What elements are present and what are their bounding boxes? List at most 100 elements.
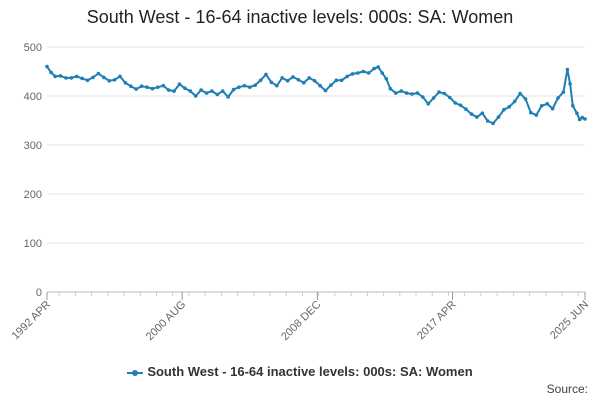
data-point[interactable] — [561, 90, 566, 94]
data-point[interactable] — [334, 78, 339, 83]
data-point[interactable] — [565, 67, 570, 72]
data-point[interactable] — [134, 87, 138, 91]
data-point[interactable] — [410, 92, 414, 96]
data-point[interactable] — [53, 74, 57, 79]
data-point[interactable] — [394, 91, 398, 95]
data-point[interactable] — [568, 82, 572, 86]
data-point[interactable] — [258, 78, 263, 83]
data-point[interactable] — [85, 78, 90, 83]
data-point[interactable] — [312, 79, 317, 83]
data-point[interactable] — [248, 85, 252, 89]
data-point[interactable] — [253, 83, 257, 87]
data-point[interactable] — [123, 81, 128, 85]
legend[interactable]: South West - 16-64 inactive levels: 000s… — [0, 364, 600, 379]
data-point[interactable] — [399, 89, 404, 93]
data-point[interactable] — [469, 112, 474, 116]
data-point[interactable] — [204, 91, 209, 95]
data-point[interactable] — [545, 102, 549, 106]
data-point[interactable] — [193, 94, 198, 98]
data-point[interactable] — [431, 96, 436, 100]
data-point[interactable] — [188, 89, 193, 93]
data-point[interactable] — [485, 119, 490, 123]
data-point[interactable] — [291, 75, 295, 79]
data-point[interactable] — [475, 115, 479, 119]
data-point[interactable] — [242, 83, 247, 88]
data-point[interactable] — [550, 106, 555, 111]
data-point[interactable] — [102, 75, 106, 80]
data-point[interactable] — [339, 78, 344, 83]
data-point[interactable] — [156, 85, 160, 89]
data-point[interactable] — [539, 104, 544, 108]
data-point[interactable] — [64, 76, 68, 80]
data-point[interactable] — [49, 70, 53, 75]
data-point[interactable] — [45, 64, 49, 69]
data-point[interactable] — [183, 86, 187, 90]
data-point[interactable] — [529, 110, 533, 115]
data-point[interactable] — [269, 80, 274, 85]
data-point[interactable] — [366, 71, 371, 75]
data-point[interactable] — [210, 89, 214, 93]
data-point[interactable] — [345, 74, 349, 79]
data-point[interactable] — [296, 78, 301, 82]
data-point[interactable] — [480, 111, 485, 115]
data-point[interactable] — [372, 66, 376, 71]
data-point[interactable] — [215, 92, 220, 97]
data-point[interactable] — [302, 81, 306, 85]
data-point[interactable] — [220, 89, 225, 93]
data-point[interactable] — [172, 89, 176, 93]
data-point[interactable] — [139, 84, 144, 88]
data-point[interactable] — [231, 87, 236, 92]
data-point[interactable] — [512, 99, 517, 104]
data-point[interactable] — [264, 72, 268, 77]
data-point[interactable] — [161, 83, 166, 88]
data-point[interactable] — [329, 83, 333, 87]
data-point[interactable] — [318, 83, 322, 88]
data-point[interactable] — [380, 71, 385, 75]
data-point[interactable] — [69, 76, 74, 80]
data-point[interactable] — [523, 97, 528, 101]
data-point[interactable] — [166, 88, 171, 92]
data-point[interactable] — [448, 95, 452, 100]
data-point[interactable] — [280, 76, 285, 80]
data-point[interactable] — [384, 77, 389, 81]
data-point[interactable] — [237, 85, 241, 89]
data-point[interactable] — [415, 91, 420, 95]
data-point[interactable] — [150, 86, 155, 91]
data-point[interactable] — [491, 121, 495, 126]
data-point[interactable] — [421, 95, 425, 99]
data-point[interactable] — [177, 82, 182, 86]
data-point[interactable] — [275, 83, 279, 88]
data-point[interactable] — [361, 69, 366, 74]
data-point[interactable] — [575, 111, 579, 115]
data-point[interactable] — [356, 71, 360, 75]
data-point[interactable] — [426, 102, 431, 106]
data-point[interactable] — [350, 72, 355, 76]
data-point[interactable] — [199, 88, 203, 92]
data-point[interactable] — [496, 115, 501, 119]
data-point[interactable] — [464, 107, 468, 111]
data-point[interactable] — [112, 78, 117, 82]
data-point[interactable] — [437, 90, 441, 94]
data-point[interactable] — [80, 76, 84, 81]
data-point[interactable] — [458, 103, 463, 108]
data-point[interactable] — [388, 86, 393, 91]
data-point[interactable] — [307, 76, 312, 80]
data-point[interactable] — [577, 117, 582, 122]
data-point[interactable] — [534, 113, 539, 117]
data-point[interactable] — [118, 74, 122, 79]
data-point[interactable] — [285, 79, 290, 83]
data-point[interactable] — [580, 115, 585, 120]
data-point[interactable] — [129, 84, 133, 88]
data-point[interactable] — [58, 74, 63, 78]
data-point[interactable] — [556, 96, 560, 100]
data-point[interactable] — [145, 85, 149, 89]
data-point[interactable] — [571, 104, 575, 108]
data-point[interactable] — [323, 88, 328, 93]
data-point[interactable] — [226, 95, 230, 99]
data-point[interactable] — [502, 107, 506, 112]
data-point[interactable] — [96, 71, 101, 76]
data-point[interactable] — [74, 74, 79, 79]
data-point[interactable] — [518, 91, 522, 96]
data-point[interactable] — [453, 101, 458, 105]
data-point[interactable] — [583, 117, 587, 121]
